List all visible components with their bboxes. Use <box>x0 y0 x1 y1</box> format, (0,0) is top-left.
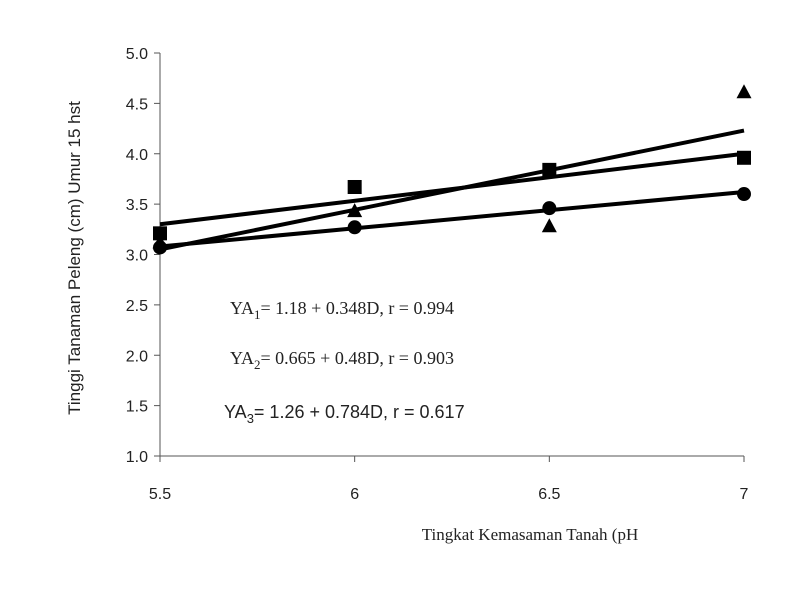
equation-1-lhs: YA <box>230 298 254 318</box>
equation-2-lhs: YA <box>230 348 254 368</box>
x-axis-label: Tingkat Kemasaman Tanah (pH <box>422 525 638 544</box>
equation-3-lhs: YA <box>224 402 247 422</box>
triangle-marker <box>736 84 752 99</box>
equation-1: YA1= 1.18 + 0.348D, r = 0.994 <box>230 298 454 322</box>
equation-2: YA2= 0.665 + 0.48D, r = 0.903 <box>230 348 454 372</box>
y-tick-label: 2.0 <box>126 348 148 365</box>
data-markers <box>152 84 752 255</box>
circle-marker <box>347 220 362 235</box>
triangle-marker <box>347 203 363 218</box>
y-tick-label: 1.0 <box>126 449 148 466</box>
equation-3: YA3= 1.26 + 0.784D, r = 0.617 <box>224 402 465 426</box>
y-tick-label: 4.5 <box>126 96 148 113</box>
y-axis-label: Tinggi Tanaman Peleng (cm) Umur 15 hst <box>65 101 84 415</box>
square-marker <box>347 179 362 194</box>
y-tick-label: 1.5 <box>126 399 148 416</box>
trendlines <box>159 128 745 252</box>
trendline-2 <box>159 128 745 252</box>
y-tick-label: 3.5 <box>126 197 148 214</box>
trendline-3 <box>159 190 745 249</box>
square-marker <box>542 162 557 177</box>
equation-1-rhs: = 1.18 + 0.348D, r = 0.994 <box>261 298 454 318</box>
axes: 1.0 1.5 2.0 2.5 3.0 3.5 4.0 4.5 5.0 5.5 6 6.5 7 <box>126 46 749 503</box>
equation-1-subscript: 1 <box>254 307 261 322</box>
x-tick-label: 6.5 <box>538 486 560 503</box>
equation-2-rhs: = 0.665 + 0.48D, r = 0.903 <box>261 348 454 368</box>
circle-marker <box>153 240 167 255</box>
circle-marker <box>737 187 751 202</box>
x-tick-label: 7 <box>740 486 749 503</box>
square-marker <box>153 226 167 241</box>
y-tick-label: 2.5 <box>126 298 148 315</box>
equation-2-subscript: 2 <box>254 357 261 372</box>
x-tick-label: 6 <box>350 486 359 503</box>
equation-3-rhs: = 1.26 + 0.784D, r = 0.617 <box>254 402 465 422</box>
circle-marker <box>542 201 557 216</box>
y-tick-label: 5.0 <box>126 46 148 63</box>
triangle-marker <box>541 218 557 233</box>
y-tick-label: 3.0 <box>126 248 148 265</box>
equation-3-subscript: 3 <box>247 411 254 426</box>
square-marker <box>737 150 751 165</box>
x-tick-label: 5.5 <box>149 486 171 503</box>
y-tick-label: 4.0 <box>126 147 148 164</box>
